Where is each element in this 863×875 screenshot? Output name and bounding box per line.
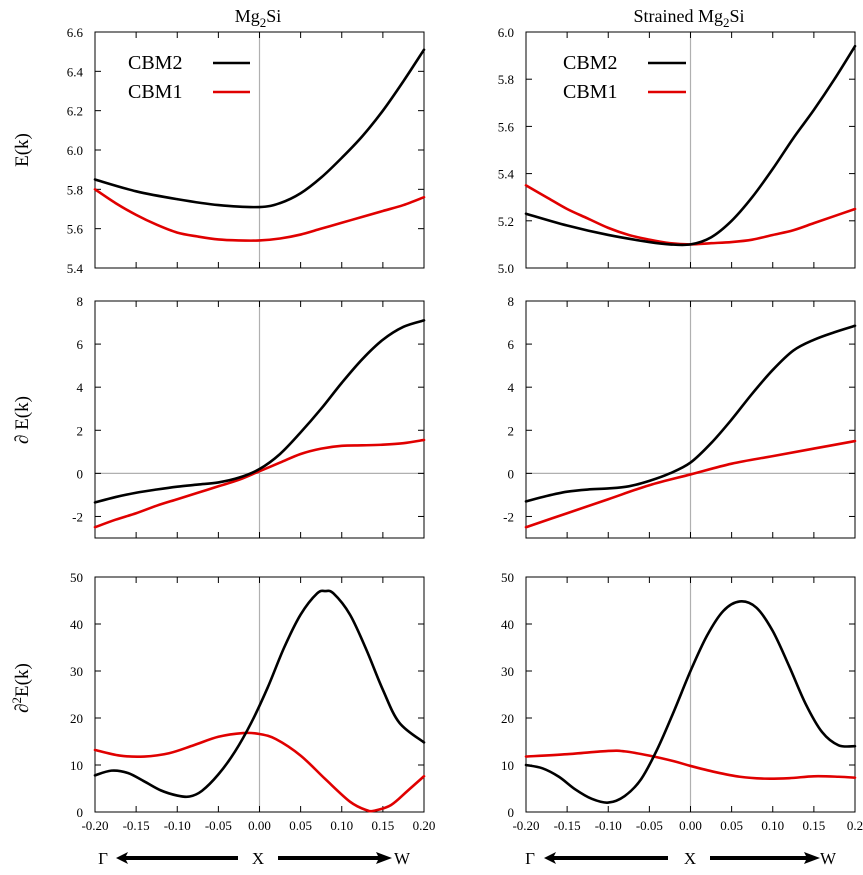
y-tick-label: 6.6: [67, 25, 84, 40]
y-tick-label: -2: [503, 509, 514, 524]
x-tick-label: -0.10: [164, 818, 191, 833]
series-line-cbm1: [93, 188, 426, 242]
y-tick-label: 6: [508, 337, 515, 352]
y-tick-label: -2: [72, 509, 83, 524]
y-tick-label: 20: [501, 711, 514, 726]
y-tick-label: 20: [70, 711, 83, 726]
series-line-cbm2: [524, 600, 857, 804]
y-tick-label: 5.6: [498, 119, 515, 134]
series-line-cbm1: [93, 731, 426, 813]
y-tick-label: 6.0: [67, 143, 83, 158]
y-tick-label: 0: [77, 805, 84, 820]
k-arrow-left: [544, 852, 668, 864]
series-line-cbm2: [93, 319, 426, 504]
k-path-mg2si: Γ X W: [98, 849, 411, 868]
x-tick-label: 0.00: [679, 818, 702, 833]
legend-mg2si: CBM2 CBM1: [128, 52, 250, 103]
panel-strained-energy: 5.0 5.2 5.4 5.6 5.8 6.0: [498, 25, 857, 276]
legend-label-cbm1: CBM1: [563, 81, 617, 103]
k-label-gamma: Γ: [98, 849, 108, 868]
x-tick-label: 0.05: [289, 818, 312, 833]
ylabel-energy: E(k): [12, 133, 33, 167]
series-line-cbm1: [524, 749, 857, 781]
panel-mg2si-first-derivative: -2 0 2 4 6 8: [72, 294, 426, 539]
k-label-x: X: [252, 849, 264, 868]
y-tick-label: 4: [77, 380, 84, 395]
y-tick-label: 5.2: [498, 214, 514, 229]
k-arrow-right: [710, 852, 820, 864]
y-tick-label: 10: [501, 758, 514, 773]
x-tick-label: 0.15: [372, 818, 395, 833]
y-tick-label: 30: [501, 664, 514, 679]
x-tick-label: -0.05: [636, 818, 663, 833]
series-line-cbm1: [93, 438, 426, 529]
x-tick-label: 0.05: [720, 818, 743, 833]
k-label-x: X: [684, 849, 696, 868]
x-tick-label: -0.15: [554, 818, 581, 833]
y-tick-label: 5.0: [498, 261, 514, 276]
panel-strained-second-derivative: -0.20 -0.15 -0.10 -0.05 0.00 0.05 0.10 0.15 0.2 0…: [501, 570, 863, 833]
series-line-cbm2: [93, 589, 426, 799]
series-line-cbm2: [524, 324, 857, 503]
legend-strained: CBM2 CBM1: [563, 52, 686, 103]
y-tick-label: 8: [77, 294, 84, 309]
y-tick-label: 5.4: [498, 167, 515, 182]
x-tick-label: 0.15: [803, 818, 826, 833]
y-tick-label: 6.0: [498, 25, 514, 40]
y-tick-label: 0: [77, 466, 84, 481]
y-tick-label: 10: [70, 758, 83, 773]
y-tick-label: 50: [70, 570, 83, 585]
panel-mg2si-second-derivative: -0.20 -0.15 -0.10 -0.05 0.00 0.05 0.10 0.15 0.20…: [70, 570, 435, 833]
y-tick-label: 6: [77, 337, 84, 352]
series-line-cbm1: [524, 439, 857, 529]
y-tick-label: 6.4: [67, 64, 84, 79]
k-arrow-right: [278, 852, 392, 864]
y-tick-label: 30: [70, 664, 83, 679]
column-title-mg2si: Mg2Si: [235, 6, 282, 30]
column-title-strained-mg2si: Strained Mg2Si: [633, 6, 744, 30]
k-label-w: W: [394, 849, 411, 868]
x-tick-label: -0.05: [205, 818, 232, 833]
ylabel-second-derivative: ∂2E(k): [9, 663, 33, 713]
x-tick-label: -0.15: [123, 818, 150, 833]
k-label-gamma: Γ: [525, 849, 535, 868]
y-tick-label: 0: [508, 466, 515, 481]
x-tick-label: 0.2: [847, 818, 863, 833]
k-label-w: W: [820, 849, 837, 868]
y-tick-label: 40: [501, 617, 514, 632]
y-tick-label: 5.8: [498, 72, 514, 87]
x-tick-label: 0.20: [413, 818, 436, 833]
legend-label-cbm1: CBM1: [128, 81, 182, 103]
x-tick-label: -0.20: [81, 818, 108, 833]
x-tick-label: -0.10: [595, 818, 622, 833]
ylabel-first-derivative: ∂ E(k): [12, 396, 33, 444]
legend-label-cbm2: CBM2: [128, 52, 182, 74]
y-tick-label: 5.8: [67, 182, 83, 197]
y-tick-label: 5.6: [67, 222, 84, 237]
y-tick-label: 2: [77, 423, 84, 438]
x-tick-label: 0.00: [248, 818, 271, 833]
k-arrow-left: [116, 852, 238, 864]
y-tick-label: 5.4: [67, 261, 84, 276]
y-tick-label: 50: [501, 570, 514, 585]
legend-label-cbm2: CBM2: [563, 52, 617, 74]
y-tick-label: 40: [70, 617, 83, 632]
y-tick-label: 4: [508, 380, 515, 395]
x-tick-label: 0.10: [761, 818, 784, 833]
series-line-cbm2: [93, 48, 426, 209]
k-path-strained: Γ X W: [525, 849, 837, 868]
series-line-cbm2: [524, 44, 857, 247]
panel-strained-first-derivative: -2 0 2 4 6 8: [503, 294, 857, 539]
y-tick-label: 6.2: [67, 104, 83, 119]
x-tick-label: 0.10: [330, 818, 353, 833]
panel-mg2si-energy: 5.4 5.6 5.8 6.0 6.2 6.4 6.6: [67, 25, 426, 276]
x-tick-label: -0.20: [512, 818, 539, 833]
y-tick-label: 8: [508, 294, 515, 309]
y-tick-label: 2: [508, 423, 515, 438]
y-tick-label: 0: [508, 805, 515, 820]
